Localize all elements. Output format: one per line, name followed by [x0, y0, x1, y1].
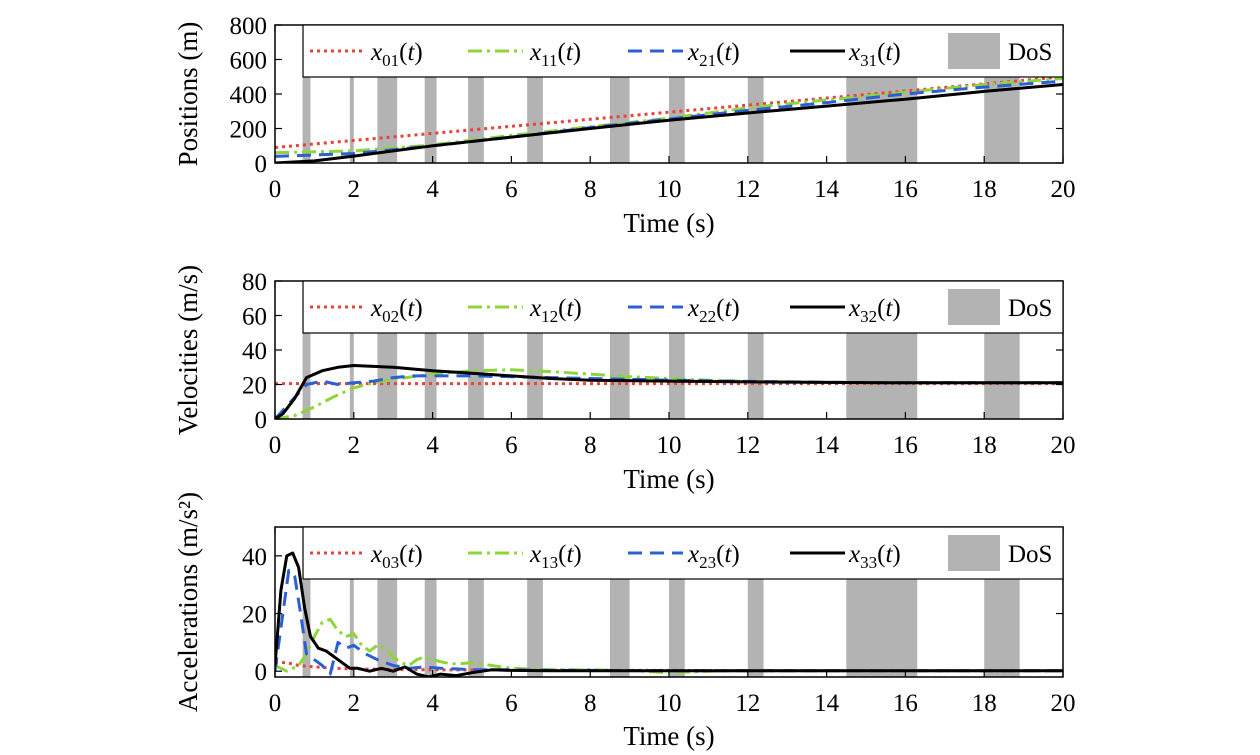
legend-label: x13(t): [529, 541, 582, 572]
x-tick-label: 8: [584, 176, 597, 203]
x-tick-label: 8: [584, 690, 597, 717]
series-line-x33t: [275, 551, 1063, 677]
legend-label: DoS: [1008, 541, 1052, 568]
series-line-x31t: [275, 83, 1063, 163]
dos-band: [349, 527, 354, 677]
dos-band: [424, 25, 437, 163]
y-axis-label: Positions (m): [173, 22, 203, 167]
x-tick-label: 10: [657, 432, 682, 459]
dos-band: [302, 25, 311, 163]
legend-swatch-dos: [948, 289, 1000, 325]
x-tick-label: 2: [348, 176, 361, 203]
series-line-x21t: [275, 79, 1063, 158]
series-group: [275, 551, 1063, 677]
x-axis-label: Time (s): [623, 464, 714, 494]
legend: x02(t) x12(t) x22(t) x32(t) DoS: [302, 280, 1064, 334]
x-tick-label: 20: [1051, 176, 1076, 203]
series-line-x03t: [275, 661, 1063, 673]
legend-swatch-dos: [948, 33, 1000, 69]
legend-label: x31(t): [848, 39, 901, 70]
y-tick-label: 0: [255, 407, 268, 434]
y-tick-label: 0: [255, 659, 268, 686]
x-tick-label: 8: [584, 432, 597, 459]
legend-label: x33(t): [848, 541, 901, 572]
x-tick-label: 4: [426, 176, 439, 203]
legend-label: x02(t): [370, 295, 423, 326]
legend: x01(t) x11(t) x21(t) x31(t) DoS: [302, 24, 1064, 78]
x-tick-label: 14: [814, 690, 840, 717]
legend-label: x03(t): [370, 541, 423, 572]
x-tick-label: 12: [735, 176, 760, 203]
legend-label: DoS: [1008, 295, 1052, 322]
x-tick-label: 4: [426, 432, 439, 459]
chart-panel-2: 0 2 4 6 8 10 12 14 16 18 20 0 20 40 60 80 Time (s) Veloci…: [173, 265, 1076, 494]
x-tick-label: 6: [505, 176, 518, 203]
chart-panel-3: 0 2 4 6 8 10 12 14 16 18 20 0 20 40 Time (s) Accelerati…: [173, 492, 1076, 751]
x-tick-label: 2: [348, 432, 361, 459]
legend-label: x01(t): [370, 39, 423, 70]
x-tick-label: 10: [657, 690, 682, 717]
series-group: [275, 75, 1063, 163]
x-tick-label: 6: [505, 432, 518, 459]
legend-label: x22(t): [687, 295, 740, 326]
x-axis-label: Time (s): [623, 208, 714, 238]
dos-band: [424, 527, 437, 677]
y-tick-label: 40: [242, 338, 267, 365]
x-tick-label: 6: [505, 690, 518, 717]
dos-band: [302, 281, 311, 419]
series-line-x32t: [275, 364, 1063, 419]
legend-label: x11(t): [529, 39, 581, 70]
x-tick-label: 18: [972, 176, 997, 203]
x-tick-label: 0: [269, 176, 282, 203]
y-tick-label: 400: [230, 82, 268, 109]
x-tick-label: 0: [269, 690, 282, 717]
legend-label: x21(t): [687, 39, 740, 70]
y-tick-label: 20: [242, 602, 267, 629]
legend-label: x12(t): [529, 295, 582, 326]
series-line-x11t: [275, 77, 1063, 155]
y-tick-label: 200: [230, 117, 268, 144]
y-tick-label: 60: [242, 304, 267, 331]
dos-band: [349, 25, 354, 163]
x-tick-label: 20: [1051, 432, 1076, 459]
y-axis-label: Velocities (m/s): [173, 265, 203, 435]
legend-label: DoS: [1008, 39, 1052, 66]
legend-swatch-dos: [948, 535, 1000, 571]
x-tick-label: 16: [893, 690, 918, 717]
dos-band: [424, 281, 437, 419]
dos-band: [302, 527, 311, 677]
y-axis-label: Accelerations (m/s²): [173, 492, 203, 712]
x-tick-label: 0: [269, 432, 282, 459]
x-tick-label: 20: [1051, 690, 1076, 717]
x-tick-label: 12: [735, 690, 760, 717]
y-tick-label: 80: [242, 269, 267, 296]
series-group: [275, 364, 1063, 419]
y-tick-label: 800: [230, 13, 268, 40]
y-tick-label: 40: [242, 544, 267, 571]
x-tick-label: 18: [972, 690, 997, 717]
x-axis-label: Time (s): [623, 721, 714, 751]
y-tick-label: 20: [242, 373, 267, 400]
x-tick-label: 16: [893, 432, 918, 459]
dos-band: [349, 281, 354, 419]
y-tick-label: 0: [255, 151, 268, 178]
x-tick-label: 18: [972, 432, 997, 459]
x-tick-label: 2: [348, 690, 361, 717]
x-tick-label: 14: [814, 176, 840, 203]
legend-label: x32(t): [848, 295, 901, 326]
y-tick-label: 600: [230, 48, 268, 75]
legend-label: x23(t): [687, 541, 740, 572]
legend: x03(t) x13(t) x23(t) x33(t) DoS: [302, 526, 1064, 580]
x-tick-label: 10: [657, 176, 682, 203]
x-tick-label: 12: [735, 432, 760, 459]
x-tick-label: 4: [426, 690, 439, 717]
x-tick-label: 14: [814, 432, 840, 459]
x-tick-label: 16: [893, 176, 918, 203]
